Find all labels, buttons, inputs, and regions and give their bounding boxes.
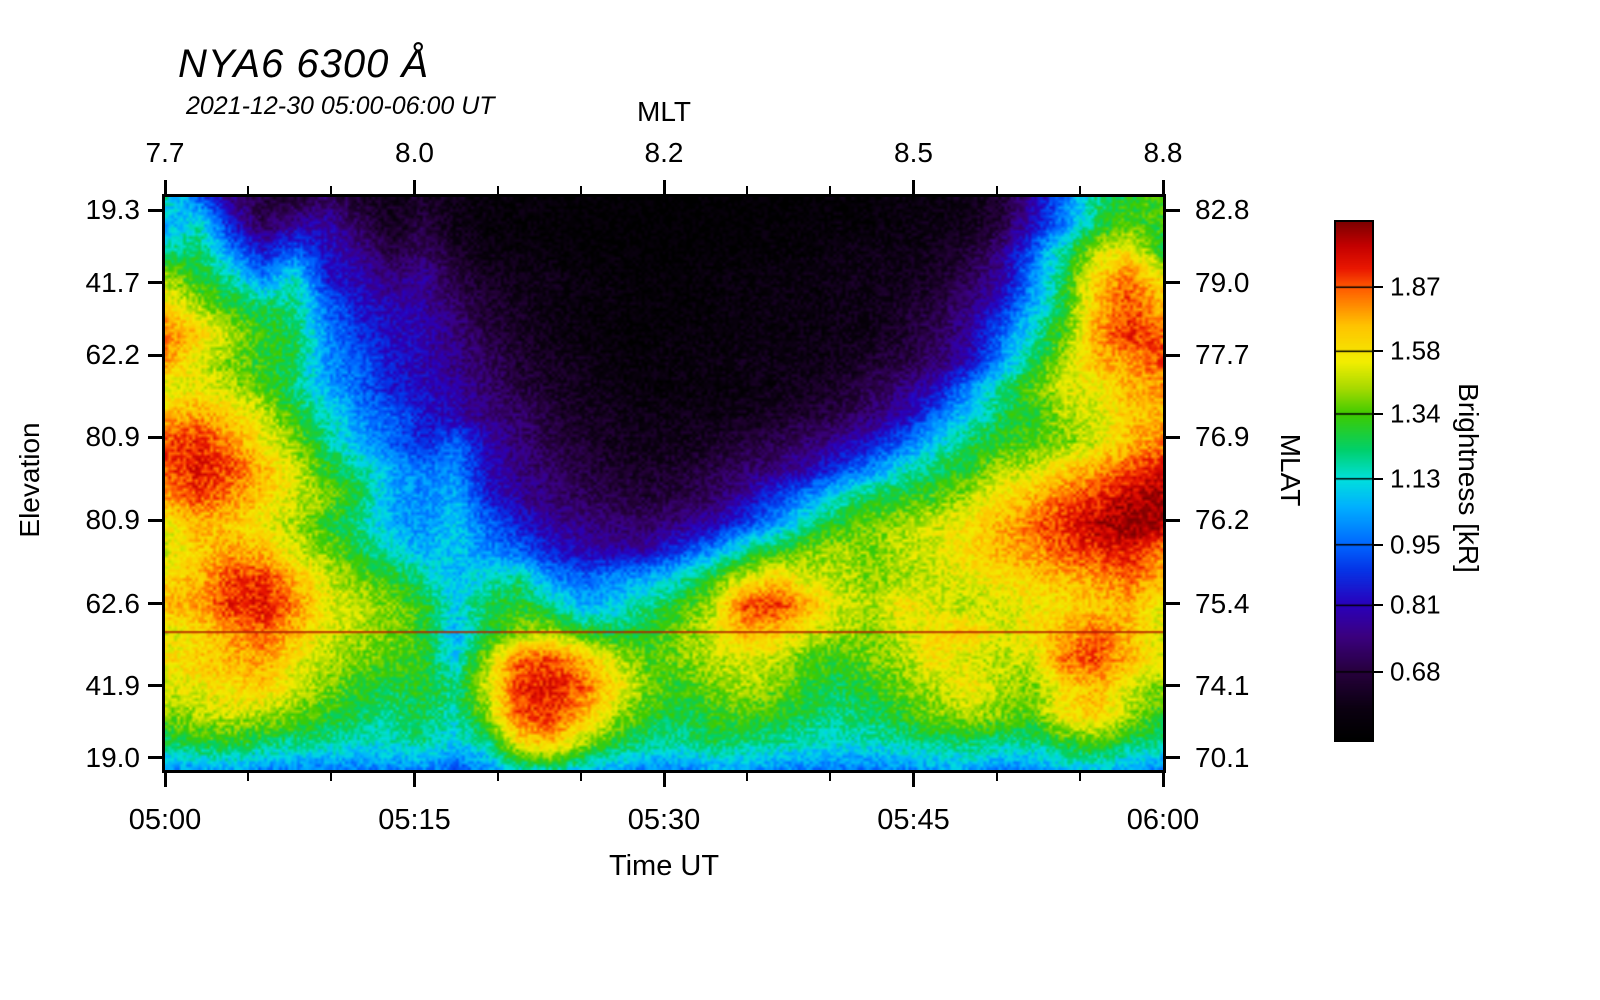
right-axis-tick-label: 74.1: [1195, 669, 1250, 701]
colorbar-tick: [1374, 350, 1383, 353]
bottom-axis-minor-tick: [1078, 773, 1081, 781]
left-axis-tick: [148, 435, 162, 439]
colorbar-tick: [1374, 412, 1383, 415]
right-axis-tick: [1166, 281, 1180, 285]
bottom-axis-label: Time UT: [608, 850, 720, 882]
colorbar-tick-label: 1.87: [1390, 271, 1441, 302]
left-axis-tick-label: 19.0: [85, 741, 141, 773]
bottom-axis-tick-label: 05:15: [378, 804, 451, 836]
colorbar-tick-label: 1.13: [1390, 463, 1441, 494]
top-axis-tick: [413, 180, 416, 194]
left-axis-tick-label: 80.9: [85, 421, 141, 453]
top-axis-minor-tick: [330, 186, 333, 194]
right-axis-tick-label: 76.9: [1195, 421, 1250, 453]
top-axis-tick-label: 8.8: [1143, 137, 1183, 168]
right-axis-tick-label: 82.8: [1195, 194, 1250, 226]
left-axis-tick-label: 80.9: [85, 504, 141, 536]
left-axis-tick: [148, 756, 162, 760]
colorbar-tick-label: 0.95: [1390, 529, 1441, 560]
top-axis-minor-tick: [579, 186, 582, 194]
chart-subtitle: 2021-12-30 05:00-06:00 UT: [186, 92, 495, 120]
colorbar-tick: [1374, 286, 1383, 289]
bottom-axis-tick: [1161, 773, 1165, 787]
top-axis-label: MLT: [637, 96, 691, 127]
colorbar-tick: [1374, 670, 1383, 673]
bottom-axis-tick: [413, 773, 416, 787]
bottom-axis-minor-tick: [829, 773, 832, 781]
top-axis-minor-tick: [829, 186, 832, 194]
top-axis-tick-label: 8.2: [644, 137, 684, 168]
right-axis-tick: [1166, 684, 1180, 688]
left-axis-tick: [148, 602, 162, 606]
colorbar-tick: [1374, 477, 1383, 480]
right-axis-tick: [1166, 602, 1180, 606]
bottom-axis-tick-label: 05:00: [128, 804, 202, 836]
right-axis-tick: [1166, 353, 1180, 357]
right-axis-tick-label: 77.7: [1195, 339, 1250, 371]
top-axis-tick: [163, 180, 167, 194]
right-axis-tick-label: 70.1: [1195, 741, 1250, 773]
colorbar-label: Brightness [kR]: [1453, 383, 1484, 573]
right-axis-tick-label: 75.4: [1195, 587, 1250, 619]
right-axis-tick-label: 76.2: [1195, 504, 1250, 536]
left-axis-tick-label: 41.9: [85, 669, 141, 701]
right-axis-label: MLAT: [1275, 433, 1306, 507]
top-axis-minor-tick: [995, 186, 998, 194]
left-axis-tick: [148, 684, 162, 688]
bottom-axis-minor-tick: [247, 773, 250, 781]
right-axis-tick-label: 79.0: [1195, 266, 1250, 298]
bottom-axis-minor-tick: [579, 773, 582, 781]
bottom-axis-tick-label: 06:00: [1126, 804, 1200, 836]
right-axis-tick: [1166, 435, 1180, 439]
right-axis-tick: [1166, 208, 1180, 212]
top-axis-minor-tick: [496, 186, 499, 194]
colorbar-tick-label: 1.34: [1390, 398, 1441, 429]
top-axis-tick-label: 8.0: [395, 137, 434, 168]
top-axis-tick: [1161, 180, 1165, 194]
left-axis-tick-label: 62.2: [85, 339, 141, 371]
top-axis-tick-label: 8.5: [894, 137, 933, 168]
left-axis-tick: [148, 353, 162, 357]
chart-title: NYA6 6300 Å: [178, 42, 430, 86]
bottom-axis-minor-tick: [746, 773, 749, 781]
colorbar-tick-label: 0.68: [1390, 656, 1441, 687]
heatmap-canvas: [165, 197, 1163, 770]
bottom-axis-minor-tick: [995, 773, 998, 781]
bottom-axis-tick: [163, 773, 167, 787]
bottom-axis-tick: [662, 773, 666, 787]
top-axis-minor-tick: [1078, 186, 1081, 194]
bottom-axis-tick: [912, 773, 915, 787]
right-axis-tick: [1166, 518, 1180, 522]
colorbar-tick: [1374, 604, 1383, 607]
colorbar-tick: [1374, 543, 1383, 546]
bottom-axis-tick-label: 05:45: [877, 804, 950, 836]
top-axis-tick: [912, 180, 915, 194]
top-axis-minor-tick: [746, 186, 749, 194]
bottom-axis-tick-label: 05:30: [627, 804, 701, 836]
left-axis-tick-label: 62.6: [85, 587, 141, 619]
left-axis-tick-label: 41.7: [85, 266, 141, 298]
left-axis-tick: [148, 518, 162, 522]
top-axis-tick-label: 7.7: [145, 137, 185, 168]
left-axis-tick: [148, 208, 162, 212]
colorbar-canvas: [1336, 222, 1372, 740]
bottom-axis-minor-tick: [330, 773, 333, 781]
colorbar-tick-label: 0.81: [1390, 589, 1441, 620]
bottom-axis-minor-tick: [496, 773, 499, 781]
colorbar-tick-label: 1.58: [1390, 335, 1441, 366]
top-axis-minor-tick: [247, 186, 250, 194]
left-axis-tick-label: 19.3: [85, 194, 141, 226]
left-axis-tick: [148, 281, 162, 285]
right-axis-tick: [1166, 756, 1180, 760]
left-axis-label: Elevation: [14, 422, 45, 538]
top-axis-tick: [662, 180, 666, 194]
